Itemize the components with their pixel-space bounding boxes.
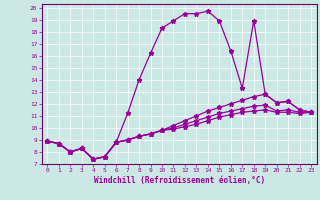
X-axis label: Windchill (Refroidissement éolien,°C): Windchill (Refroidissement éolien,°C) <box>94 176 265 185</box>
